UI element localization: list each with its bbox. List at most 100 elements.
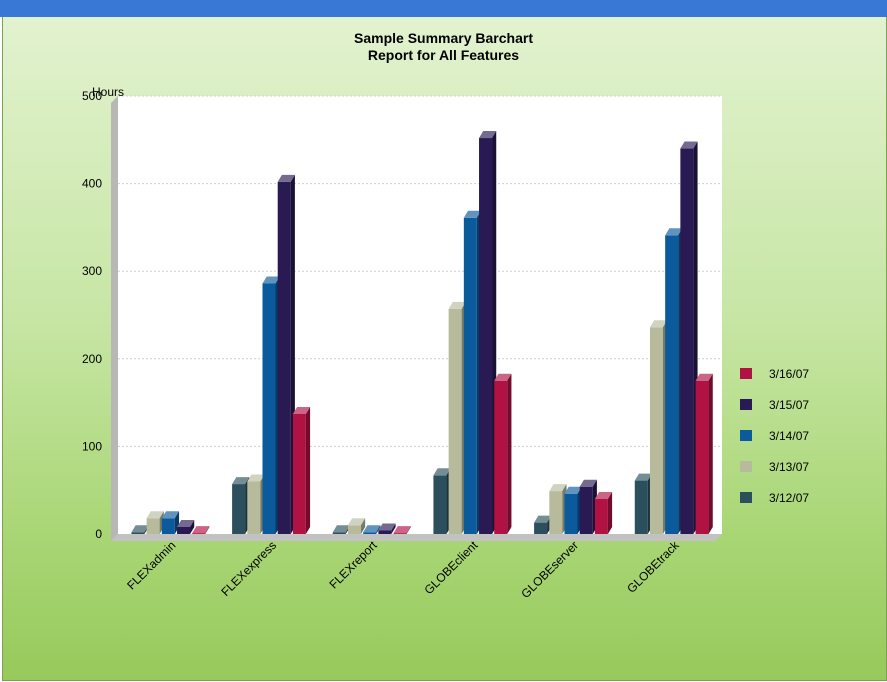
bar-top <box>649 320 668 328</box>
bar-top <box>494 373 512 381</box>
bar-side <box>305 406 311 534</box>
bar <box>131 532 145 534</box>
bar <box>332 532 346 534</box>
bar <box>161 518 175 534</box>
bar <box>433 475 447 534</box>
bar-side <box>376 525 381 534</box>
bar-side <box>406 526 411 534</box>
bar-top <box>161 511 180 519</box>
bar-top <box>363 525 381 533</box>
window-title-bar <box>0 0 887 17</box>
bar <box>680 148 694 534</box>
bar-top <box>534 515 552 523</box>
legend-label: 3/12/07 <box>769 491 809 505</box>
legend-label: 3/15/07 <box>769 398 809 412</box>
bar <box>564 493 578 534</box>
bar-top <box>680 141 698 149</box>
bar <box>494 380 508 534</box>
bar-top <box>292 406 311 414</box>
bar <box>232 484 246 534</box>
plot-area <box>118 96 722 534</box>
bar <box>262 283 276 534</box>
bar <box>634 480 648 534</box>
bar-top <box>433 468 451 476</box>
bar-top <box>665 228 683 236</box>
y-tick-label: 0 <box>95 527 102 541</box>
bar <box>393 533 407 534</box>
bar <box>479 138 493 534</box>
x-tick-label: GLOBEclient <box>421 538 480 597</box>
bar <box>146 518 160 534</box>
bar <box>292 413 306 534</box>
bar <box>177 526 191 534</box>
y-tick-label: 400 <box>82 177 102 191</box>
y-tick-label: 500 <box>82 89 102 103</box>
bar <box>649 327 663 534</box>
y-tick-label: 200 <box>82 352 102 366</box>
bar-top <box>594 491 613 499</box>
bar-top <box>549 484 567 492</box>
bar-top <box>393 526 411 534</box>
legend-label: 3/16/07 <box>769 367 809 381</box>
bar <box>534 522 548 534</box>
bar-top <box>479 131 497 139</box>
x-tick-label: FLEXadmin <box>124 538 178 592</box>
bar-top <box>247 474 265 482</box>
legend-swatch <box>740 399 752 410</box>
bar-top <box>378 523 396 531</box>
legend-swatch <box>740 492 752 503</box>
chart-subtitle: Report for All Features <box>367 47 520 63</box>
bar-side <box>708 373 713 534</box>
x-tick-label: FLEXexpress <box>218 538 279 599</box>
bar-top <box>347 518 366 526</box>
bar <box>594 498 608 534</box>
y-tick-label: 100 <box>82 439 102 453</box>
x-tick-label: GLOBEserver <box>518 538 581 601</box>
bar-top <box>277 174 295 182</box>
bar-top <box>131 525 149 533</box>
y-tick-label: 300 <box>82 264 102 278</box>
bar-top <box>448 301 466 309</box>
bar <box>463 217 477 534</box>
bar <box>549 491 563 534</box>
bar <box>247 481 261 534</box>
bar <box>378 530 392 534</box>
bar <box>695 380 709 534</box>
bar-side <box>205 526 210 534</box>
bar <box>363 532 377 534</box>
bar-top <box>332 525 350 533</box>
bar-top <box>232 477 250 485</box>
plot-floor <box>111 534 722 541</box>
bar-top <box>564 486 582 494</box>
bar-top <box>262 276 280 284</box>
bar-top <box>177 519 195 527</box>
legend-swatch <box>740 430 752 441</box>
bar <box>665 235 679 534</box>
legend-swatch <box>740 368 752 379</box>
legend-swatch <box>740 461 752 472</box>
bar-top <box>192 526 210 534</box>
bar <box>448 308 462 534</box>
x-tick-label: GLOBEtrack <box>624 538 682 596</box>
bar-side <box>190 519 195 534</box>
bar-top <box>463 210 482 218</box>
bar-side <box>607 491 613 534</box>
bar <box>579 486 593 534</box>
bar <box>277 181 291 534</box>
plot-side-wall <box>111 96 118 541</box>
y-axis-label: Hours <box>92 85 124 99</box>
chart-title: Sample Summary Barchart <box>354 30 533 46</box>
bar-top <box>579 479 597 487</box>
bar-side <box>391 523 396 534</box>
x-tick-label: FLEXreport <box>327 538 381 592</box>
bar-side <box>507 373 512 534</box>
bar-top <box>146 511 164 519</box>
bar-top <box>695 373 713 381</box>
bar <box>192 533 206 534</box>
legend-label: 3/13/07 <box>769 460 809 474</box>
legend-label: 3/14/07 <box>769 429 809 443</box>
bar-side <box>360 518 366 534</box>
bar <box>347 525 361 534</box>
